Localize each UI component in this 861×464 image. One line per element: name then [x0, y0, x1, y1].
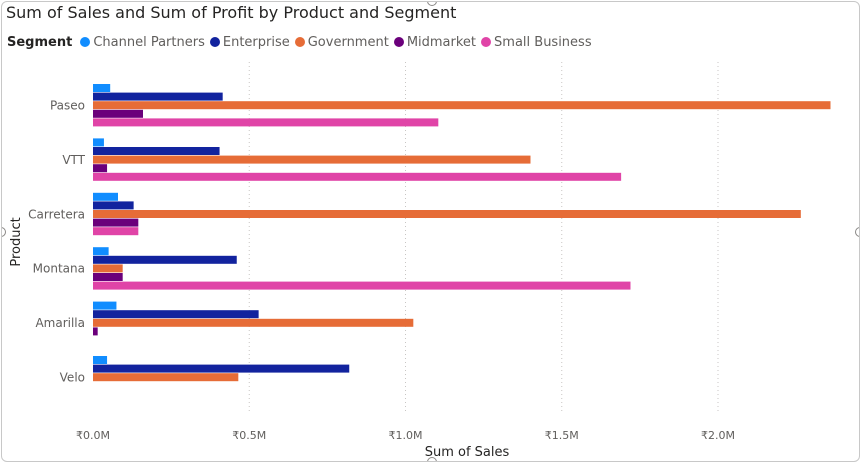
legend-item-enterprise[interactable]: Enterprise: [209, 34, 290, 50]
bar-government-vtt: [93, 155, 531, 164]
x-axis-title: Sum of Sales: [425, 445, 510, 460]
bar-small-business-montana: [93, 281, 631, 290]
bar-enterprise-vtt: [93, 147, 220, 155]
bar-midmarket-vtt: [93, 164, 108, 173]
legend-title: Segment: [7, 34, 73, 50]
legend-swatch-government: [294, 37, 305, 47]
x-tick-label: ₹2.0M: [701, 429, 735, 442]
bar-enterprise-velo: [93, 364, 350, 373]
legend-item-channel-partners[interactable]: Channel Partners: [80, 35, 205, 50]
x-tick-label: ₹1.0M: [389, 429, 423, 442]
resize-handle-bottom[interactable]: [427, 457, 437, 461]
chart-title: Sum of Sales and Sum of Profit by Produc…: [6, 3, 457, 22]
bar-government-amarilla: [93, 318, 414, 327]
legend-label-midmarket: Midmarket: [406, 34, 477, 50]
legend-label-enterprise: Enterprise: [222, 34, 290, 50]
x-tick-label: ₹0.0M: [76, 429, 110, 442]
legend: Segment Channel Partners Enterprise Gove…: [7, 33, 597, 51]
y-tick-label: VTT: [62, 153, 85, 167]
bar-small-business-paseo: [93, 118, 439, 127]
y-axis-title: Product: [9, 217, 24, 266]
legend-swatch-channel-partners: [80, 37, 91, 47]
legend-item-government[interactable]: Government: [294, 34, 389, 50]
bar-channel-partners-amarilla: [93, 301, 117, 310]
bar-midmarket-amarilla: [93, 327, 98, 336]
y-tick-label: Amarilla: [35, 316, 85, 330]
legend-swatch-midmarket: [393, 37, 404, 47]
bar-government-paseo: [93, 101, 831, 110]
bar-government-carretera: [93, 210, 801, 218]
bar-enterprise-amarilla: [93, 310, 259, 319]
bar-channel-partners-montana: [93, 247, 109, 256]
bar-midmarket-montana: [93, 273, 123, 281]
legend-label-government: Government: [307, 34, 389, 50]
resize-handle-right[interactable]: [855, 227, 859, 237]
y-tick-label: Paseo: [50, 99, 85, 113]
legend-item-midmarket[interactable]: Midmarket: [393, 34, 477, 50]
bar-government-velo: [93, 373, 239, 382]
legend-label-channel-partners: Channel Partners: [93, 34, 205, 50]
bar-enterprise-carretera: [93, 201, 134, 210]
y-tick-label: Carretera: [28, 207, 85, 221]
bar-enterprise-paseo: [93, 92, 223, 101]
y-tick-label: Velo: [60, 371, 85, 385]
legend-swatch-small-business: [481, 37, 492, 47]
bar-channel-partners-vtt: [93, 138, 104, 147]
legend-item-small-business[interactable]: Small Business: [481, 35, 592, 50]
y-tick-label: Montana: [33, 262, 85, 276]
legend-swatch-enterprise: [209, 37, 220, 47]
bar-small-business-carretera: [93, 227, 139, 236]
legend-label-small-business: Small Business: [494, 34, 592, 50]
bar-midmarket-carretera: [93, 218, 139, 227]
bar-channel-partners-carretera: [93, 192, 118, 201]
bar-midmarket-paseo: [93, 109, 143, 118]
bar-enterprise-montana: [93, 255, 237, 264]
bar-channel-partners-velo: [93, 356, 108, 364]
bar-channel-partners-paseo: [93, 84, 111, 92]
bar-government-montana: [93, 264, 123, 273]
x-tick-label: ₹1.5M: [545, 429, 579, 442]
x-tick-label: ₹0.5M: [232, 429, 266, 442]
bar-small-business-vtt: [93, 172, 622, 181]
